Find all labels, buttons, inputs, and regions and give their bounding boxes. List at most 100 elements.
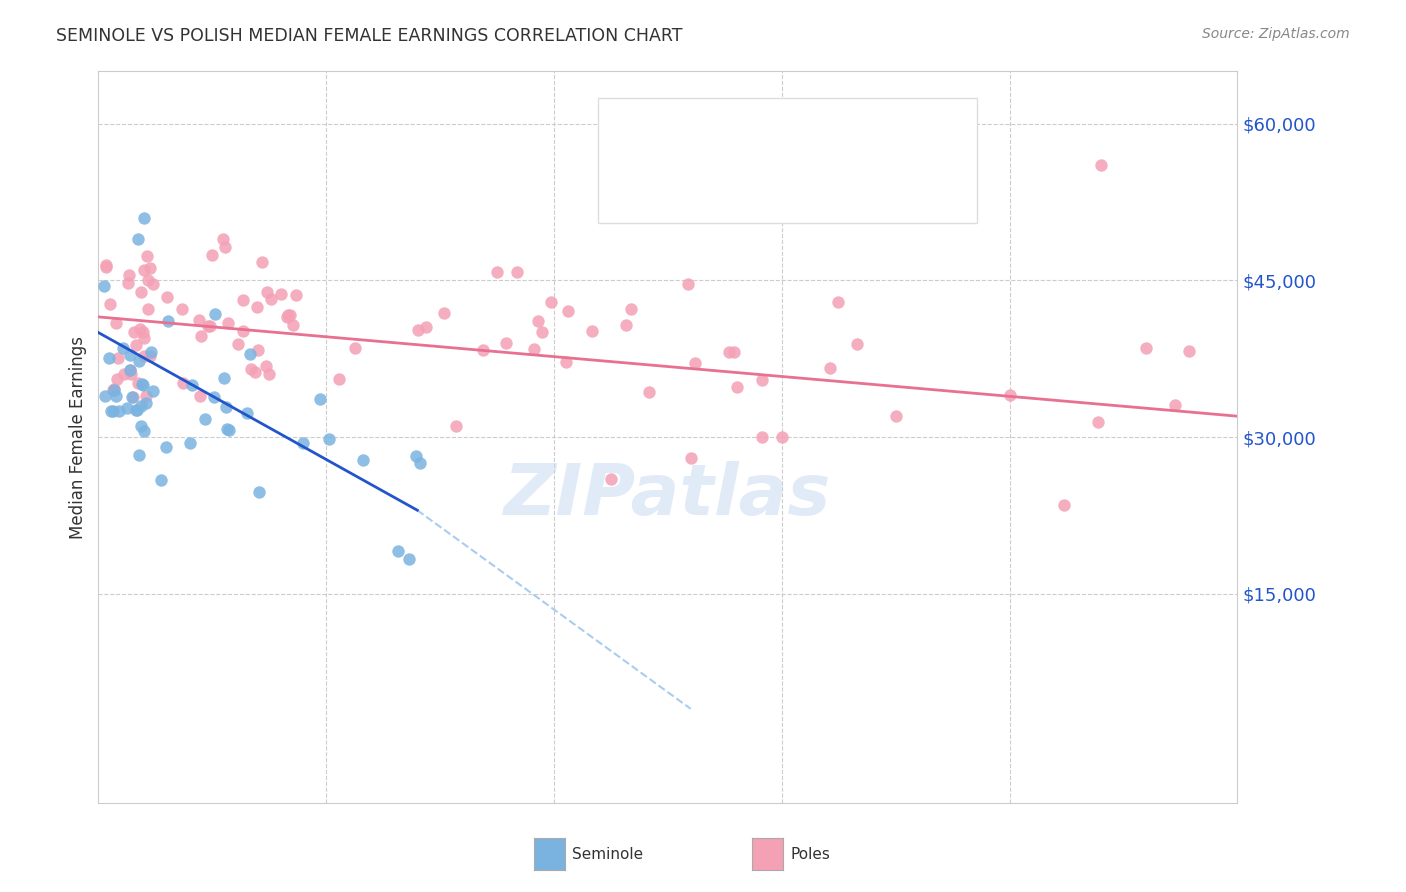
Point — [120, 367, 142, 381]
Point — [247, 485, 270, 500]
Point — [232, 293, 254, 307]
Point — [846, 336, 869, 351]
Point — [115, 401, 138, 415]
Point — [135, 395, 157, 409]
Point — [405, 449, 427, 463]
Point — [129, 418, 152, 433]
Point — [270, 287, 292, 301]
Text: Seminole: Seminole — [572, 847, 644, 862]
Point — [198, 319, 221, 334]
Point — [256, 285, 278, 300]
Text: Poles: Poles — [790, 847, 830, 862]
Point — [1135, 342, 1157, 356]
Text: -0.192: -0.192 — [707, 153, 772, 171]
Point — [406, 323, 429, 337]
Point — [107, 351, 129, 365]
Point — [352, 453, 374, 467]
Point — [884, 409, 907, 424]
Point — [120, 348, 142, 362]
Point — [751, 373, 773, 387]
Point — [679, 450, 702, 465]
Point — [200, 248, 222, 262]
Point — [103, 382, 125, 396]
Point — [105, 316, 128, 330]
Point — [94, 258, 117, 272]
Point — [285, 287, 308, 301]
Text: ZIPatlas: ZIPatlas — [505, 461, 831, 530]
Point — [155, 440, 177, 454]
Point — [243, 365, 266, 379]
Point — [121, 391, 143, 405]
Point — [530, 326, 553, 340]
Point — [218, 423, 240, 437]
Point — [188, 313, 211, 327]
Point — [827, 295, 849, 310]
Point — [555, 355, 578, 369]
Point — [1164, 399, 1187, 413]
Point — [318, 432, 340, 446]
Point — [818, 360, 841, 375]
Point — [132, 378, 155, 392]
Point — [211, 232, 233, 246]
Point — [257, 367, 280, 381]
Point — [685, 356, 707, 370]
Point — [118, 363, 141, 377]
Point — [277, 308, 299, 322]
Text: N =: N = — [792, 153, 828, 171]
Point — [128, 354, 150, 368]
Point — [128, 322, 150, 336]
Point — [202, 390, 225, 404]
Point — [132, 331, 155, 345]
Point — [136, 302, 159, 317]
Text: 101: 101 — [830, 153, 868, 171]
Point — [328, 372, 350, 386]
Text: -0.345: -0.345 — [707, 112, 772, 130]
Text: N =: N = — [792, 112, 828, 130]
Point — [118, 268, 141, 283]
Point — [409, 456, 432, 470]
Point — [190, 389, 212, 403]
Point — [104, 389, 127, 403]
Point — [108, 404, 131, 418]
Point — [142, 384, 165, 399]
Point — [1090, 158, 1112, 172]
Point — [97, 351, 120, 365]
Y-axis label: Median Female Earnings: Median Female Earnings — [69, 335, 87, 539]
Point — [128, 448, 150, 462]
Point — [94, 388, 117, 402]
Point — [127, 231, 149, 245]
Point — [100, 403, 122, 417]
Text: 54: 54 — [830, 112, 855, 130]
Point — [281, 318, 304, 332]
Point — [149, 473, 172, 487]
Point — [254, 359, 277, 373]
Point — [751, 430, 773, 444]
Point — [112, 368, 135, 382]
Point — [215, 400, 238, 414]
Point — [505, 265, 527, 279]
Point — [217, 316, 239, 330]
Point — [581, 325, 603, 339]
Point — [770, 430, 793, 444]
Point — [125, 402, 148, 417]
Point — [141, 345, 163, 359]
Point — [1087, 415, 1109, 429]
Text: R =: R = — [665, 112, 702, 130]
Point — [112, 341, 135, 355]
Point — [190, 329, 212, 343]
Point — [343, 341, 366, 355]
Point — [180, 377, 202, 392]
Point — [172, 301, 194, 316]
Point — [718, 344, 741, 359]
Point — [136, 249, 159, 263]
Point — [308, 392, 330, 407]
Point — [131, 325, 153, 339]
Point — [101, 404, 124, 418]
Point — [614, 318, 637, 332]
Point — [276, 310, 298, 324]
Point — [214, 240, 236, 254]
Point — [239, 361, 262, 376]
Point — [131, 376, 153, 391]
Point — [129, 285, 152, 300]
Point — [98, 296, 121, 310]
